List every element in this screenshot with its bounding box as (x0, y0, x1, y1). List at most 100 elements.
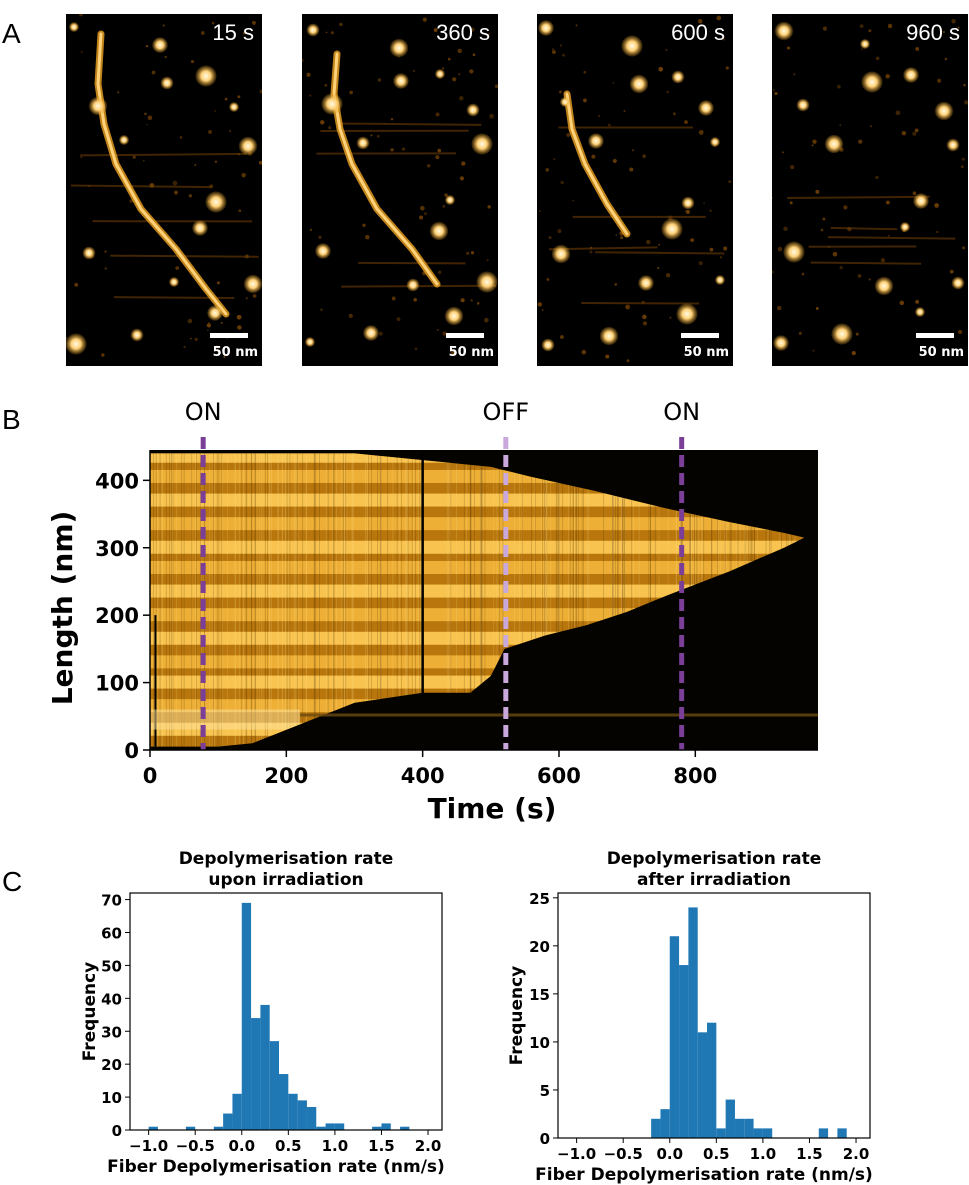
histogram-bar (251, 1018, 261, 1130)
y-tick-label: 0 (112, 1122, 122, 1140)
histogram-bar (269, 1041, 280, 1130)
scale-bar (446, 333, 484, 338)
histogram-after-irradiation: −1.0 −0.5 0.0 0.5 1.0 1.5 2.0 0 5 10 15 20 25 Depolym… (507, 849, 873, 1185)
panel-label-c: C (2, 866, 23, 897)
y-tick-label: 25 (529, 890, 550, 908)
y-tick-label: 20 (529, 938, 550, 956)
histogram-bar (716, 1128, 726, 1138)
x-axis-label: Fiber Depolymerisation rate (nm/s) (107, 1157, 445, 1177)
scale-bar-label: 50 nm (448, 345, 494, 360)
afm-frame-2: 360 s 50 nm (302, 14, 498, 366)
chart-title-line-2: upon irradiation (208, 870, 363, 890)
y-axis-label: Frequency (80, 962, 100, 1062)
y-tick-label: 30 (101, 1023, 122, 1041)
y-axis-label: Length (nm) (46, 511, 79, 706)
histogram-bar (381, 1123, 391, 1130)
panel-label-b: B (2, 404, 21, 435)
scale-bar (916, 333, 954, 338)
y-tick-label: 10 (529, 1034, 550, 1052)
histogram-bar (279, 1074, 289, 1130)
histogram-bar (306, 1106, 317, 1130)
histogram-bar (223, 1113, 233, 1130)
afm-image-2 (302, 17, 498, 355)
x-tick-label: −1.0 (557, 1145, 596, 1163)
frame-time-label: 600 s (671, 20, 725, 45)
histogram-bar (232, 1093, 242, 1130)
kymograph-chart: ON OFF ON 0 200 400 600 800 0 100 200 300 400 Time (s… (46, 398, 818, 825)
histogram-bar (762, 1128, 773, 1138)
annotation-label-off: OFF (483, 398, 530, 426)
y-tick-label: 10 (101, 1089, 122, 1107)
histogram-bar (818, 1128, 829, 1138)
histogram-bar (288, 1093, 298, 1130)
bright-region (150, 709, 300, 730)
x-tick-label: −1.0 (129, 1137, 168, 1155)
x-tick-label: 0.0 (656, 1145, 683, 1163)
histogram-bar (241, 902, 252, 1130)
afm-frame-4: 960 s 50 nm (772, 14, 968, 366)
histogram-bar (651, 1118, 661, 1138)
x-tick-label: 1.0 (322, 1137, 349, 1155)
afm-frame-1: 15 s 50 nm (66, 14, 262, 366)
x-axis-label: Time (s) (428, 792, 557, 825)
plot-frame (129, 892, 443, 1131)
scale-bar (210, 333, 248, 338)
frame-time-label: 960 s (906, 20, 960, 45)
x-tick-label: −0.5 (604, 1145, 643, 1163)
x-tick-label: 2.0 (415, 1137, 442, 1155)
histogram-bar (734, 1118, 745, 1138)
histogram-bar (372, 1126, 382, 1130)
frame-time-label: 360 s (436, 20, 490, 45)
histogram-bar (669, 936, 680, 1138)
histogram-bar (753, 1128, 763, 1138)
histogram-bar (707, 1022, 717, 1138)
x-tick-label: 0.5 (703, 1145, 730, 1163)
annotation-label-on: ON (185, 398, 222, 426)
y-tick-label: 15 (529, 986, 550, 1004)
afm-frame-3: 600 s 50 nm (537, 14, 733, 366)
x-tick-label: 1.0 (750, 1145, 777, 1163)
scale-bar-label: 50 nm (212, 345, 258, 360)
panel-label-a: A (2, 18, 21, 49)
histogram-bar (297, 1100, 307, 1130)
y-tick-label: 0 (540, 1130, 550, 1148)
histogram-bar (697, 1032, 708, 1138)
afm-image-3 (537, 15, 731, 363)
x-tick-label: 0 (143, 764, 158, 788)
frame-time-label: 15 s (212, 20, 254, 45)
histogram-bar (148, 1126, 158, 1130)
scale-bar (681, 333, 719, 338)
histogram-upon-irradiation: −1.0 −0.5 0.0 0.5 1.0 1.5 2.0 0 10 20 30 40 50 60 70 De… (80, 849, 445, 1177)
scale-bar-label: 50 nm (683, 345, 729, 360)
x-tick-label: 0.5 (275, 1137, 302, 1155)
y-tick-label: 400 (95, 469, 139, 493)
y-tick-label: 50 (101, 957, 122, 975)
histogram-bar (213, 1126, 224, 1130)
x-tick-label: −0.5 (176, 1137, 215, 1155)
histogram-bar (260, 1004, 270, 1130)
x-axis-label: Fiber Depolymerisation rate (nm/s) (535, 1165, 873, 1185)
histogram-bar (334, 1123, 345, 1130)
scale-bar-label: 50 nm (918, 345, 964, 360)
chart-title-line-1: Depolymerisation rate (179, 849, 394, 869)
chart-title-line-2: after irradiation (637, 870, 791, 890)
histogram-bar (725, 1099, 735, 1138)
x-tick-label: 1.5 (368, 1137, 395, 1155)
y-axis-label: Frequency (507, 966, 527, 1066)
x-tick-label: 200 (264, 764, 308, 788)
y-tick-label: 20 (101, 1056, 122, 1074)
histogram-bar (185, 1126, 196, 1130)
histogram-bar (400, 1126, 410, 1130)
x-tick-label: 400 (401, 764, 445, 788)
y-tick-label: 70 (101, 892, 122, 910)
histogram-bar (316, 1126, 326, 1130)
annotation-label-on: ON (663, 398, 700, 426)
afm-image-4 (772, 18, 968, 356)
histogram-bar (688, 907, 698, 1138)
afm-image-1 (66, 14, 262, 359)
y-tick-label: 60 (101, 925, 122, 943)
x-tick-label: 2.0 (843, 1145, 870, 1163)
y-tick-label: 200 (95, 604, 139, 628)
x-tick-label: 1.5 (796, 1145, 823, 1163)
x-tick-label: 600 (537, 764, 581, 788)
